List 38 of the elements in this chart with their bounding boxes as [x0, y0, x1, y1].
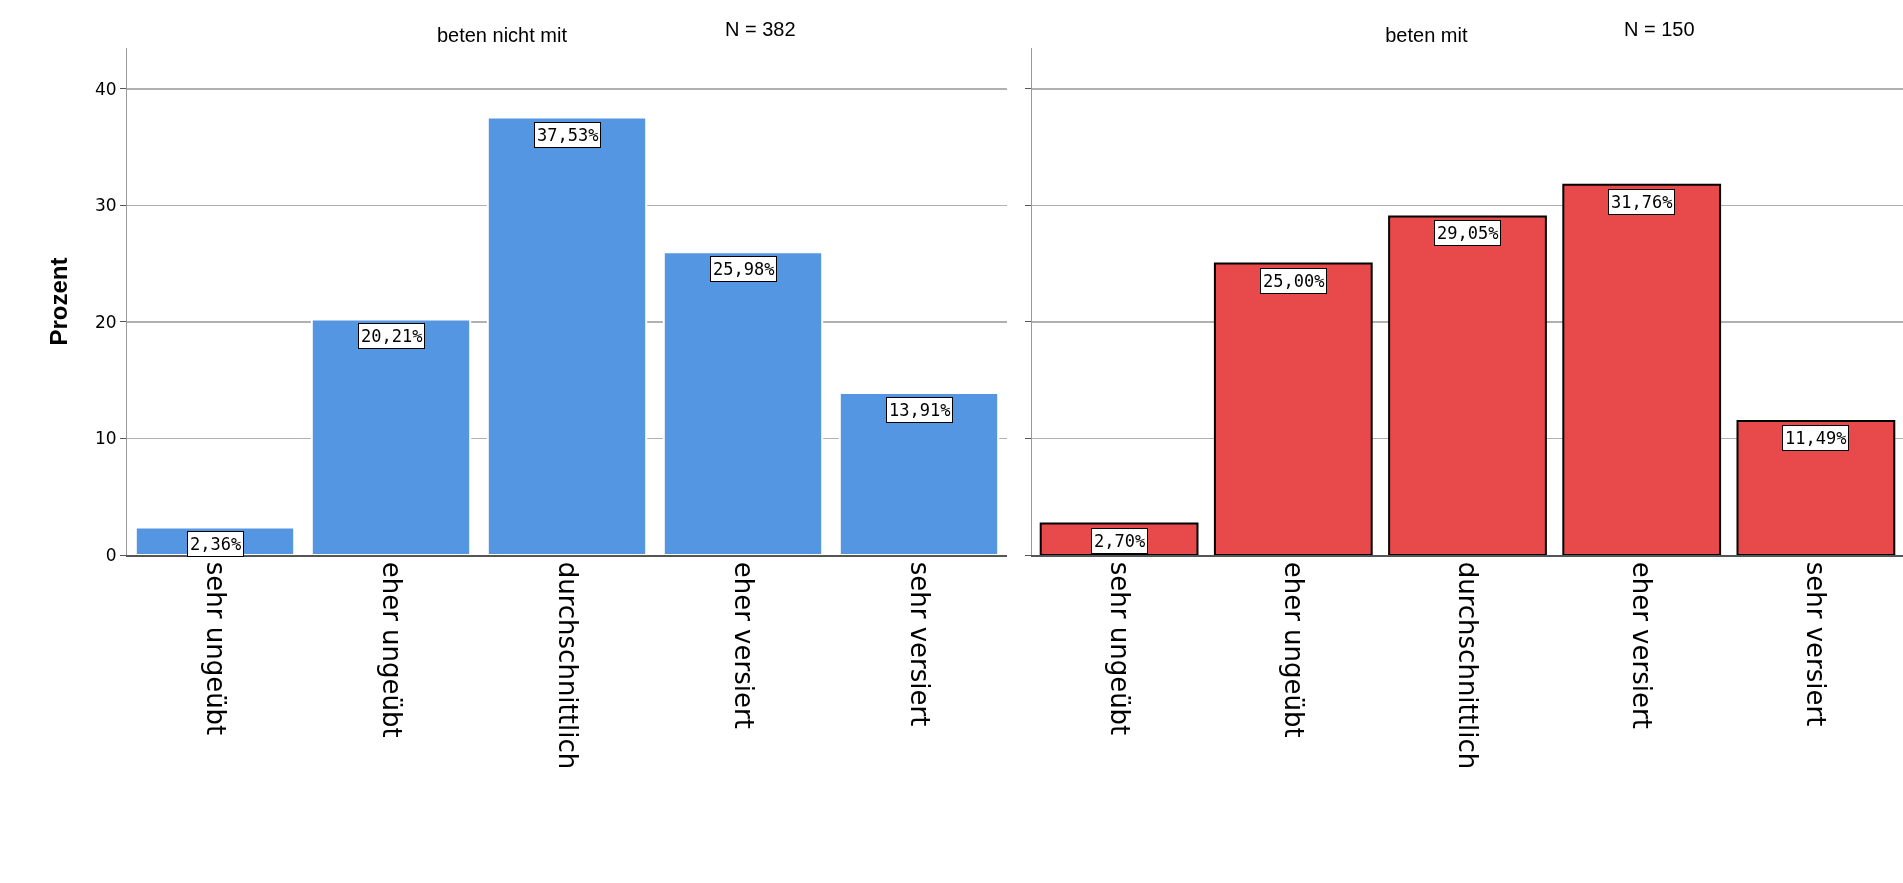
bar — [1388, 215, 1547, 555]
data-label: 37,53% — [537, 125, 599, 145]
x-tick-label: eher ungeübt — [376, 561, 407, 738]
chart-title: beten nicht mit — [436, 24, 568, 47]
x-tick-label: eher versiert — [728, 561, 759, 729]
data-label: 29,05% — [1437, 223, 1499, 243]
x-tick-label: sehr versiert — [904, 561, 935, 727]
text: N = 150 — [1624, 18, 1695, 40]
y-tick-label: 10 — [94, 428, 117, 449]
x-tick-label: sehr versiert — [1801, 561, 1832, 727]
bar — [486, 116, 648, 555]
data-label: 2,70% — [1094, 531, 1146, 551]
bar — [662, 251, 824, 555]
chart-title: beten mit — [1385, 24, 1468, 47]
x-tick-label: durchschnittlich — [1453, 561, 1484, 770]
x-tick-label: sehr ungeübt — [1104, 561, 1135, 736]
y-tick-label: 30 — [94, 195, 117, 216]
x-tick-label: durchschnittlich — [552, 561, 583, 770]
bar — [838, 391, 1000, 555]
bar — [310, 318, 472, 555]
data-label: 25,98% — [713, 259, 775, 279]
data-label: 11,49% — [1785, 428, 1847, 448]
y-tick-label: 40 — [94, 78, 117, 99]
data-label: 2,36% — [190, 534, 242, 554]
text: N = 382 — [725, 18, 796, 40]
x-tick-label: sehr ungeübt — [200, 561, 231, 736]
data-label: 13,91% — [889, 400, 951, 420]
x-tick-label: eher ungeübt — [1278, 561, 1309, 738]
data-label: 25,00% — [1263, 271, 1325, 291]
data-label: 31,76% — [1611, 192, 1673, 212]
bar — [1213, 262, 1373, 555]
data-label: 20,21% — [361, 326, 423, 346]
bar — [1736, 420, 1896, 555]
y-axis-title: Prozent — [45, 257, 73, 346]
y-tick-label: 20 — [94, 311, 117, 332]
bar — [1562, 183, 1722, 555]
x-tick-label: eher versiert — [1627, 561, 1658, 729]
y-tick-label: 0 — [105, 544, 117, 565]
